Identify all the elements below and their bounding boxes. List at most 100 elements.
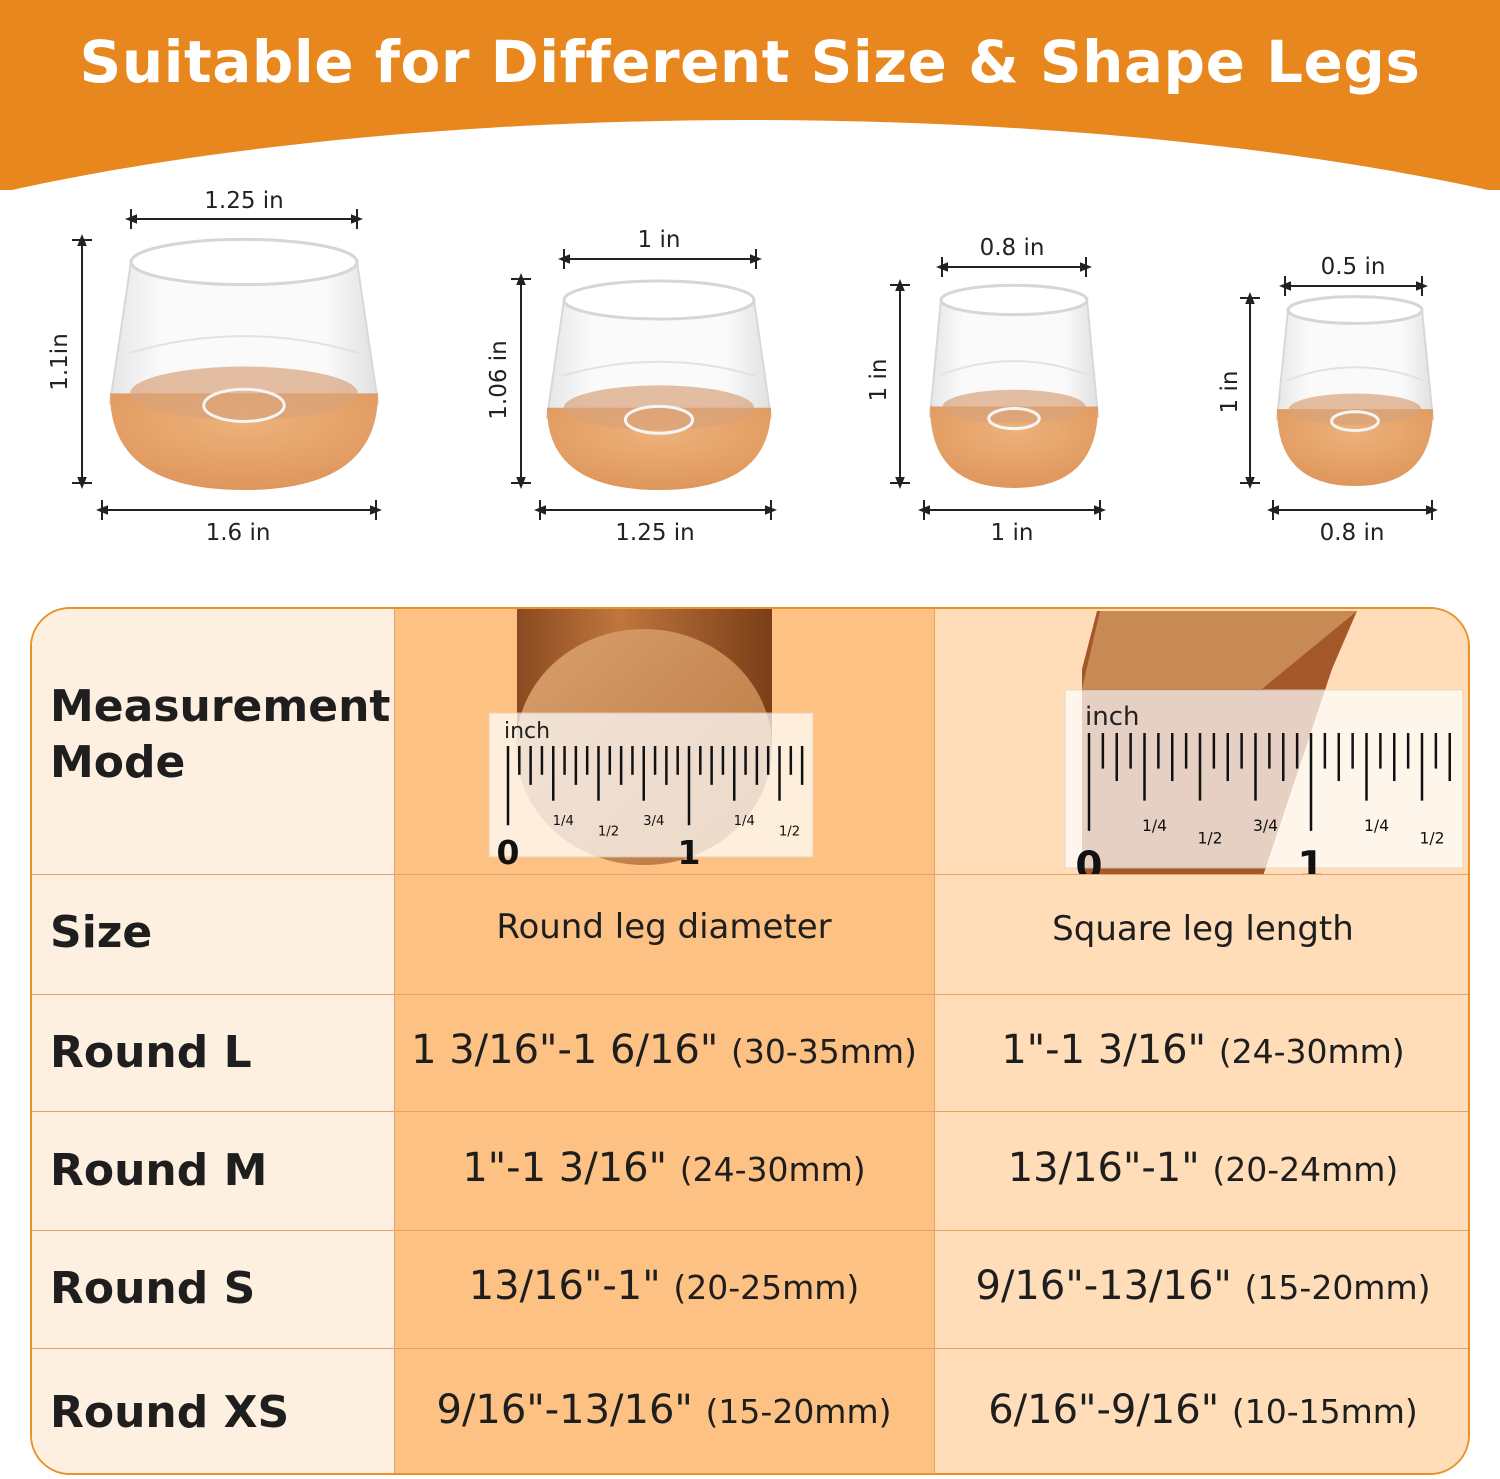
cup-cork-inner: [942, 389, 1086, 424]
ruler-label: 3/4: [643, 814, 664, 829]
measurement-mode-label: Measurement Mode: [50, 679, 390, 791]
square-inch: 1"-1 3/16": [1001, 1026, 1206, 1073]
square-leg-range: 13/16"-1" (20-24mm): [934, 1144, 1468, 1191]
cup-cork-inner: [1288, 393, 1422, 425]
cup-center-ring: [202, 387, 286, 423]
square-mm: (20-24mm): [1212, 1149, 1399, 1189]
cup-xs-bottom-dimension: 0.8 in: [1319, 520, 1385, 546]
cup-rim: [1286, 295, 1424, 325]
ruler-label: 1: [678, 833, 701, 872]
square-mm: (15-20mm): [1244, 1268, 1431, 1307]
ruler-body: [1064, 689, 1464, 869]
square-leg-header: Square leg length: [1052, 909, 1354, 949]
cup-l-height-dimension: 1.1in: [47, 333, 73, 391]
round-inch: 1 3/16"-1 6/16": [411, 1026, 719, 1073]
cup-s-top-dimension: 0.8 in: [979, 235, 1045, 261]
divider: [32, 874, 1468, 875]
round-leg-range: 9/16"-13/16" (15-20mm): [394, 1387, 934, 1433]
cup-center-ring: [1330, 410, 1380, 432]
square-inch: 6/16"-9/16": [988, 1386, 1220, 1433]
square-leg-top: [1082, 611, 1357, 689]
square-leg-range: 1"-1 3/16" (24-30mm): [934, 1026, 1468, 1073]
cup-cork-base: [547, 407, 771, 490]
header-banner: Suitable for Different Size & Shape Legs: [0, 0, 1500, 190]
cup-m-height-dimension: 1.06 in: [486, 340, 512, 420]
size-name: Round S: [50, 1263, 256, 1314]
ruler-label: 0: [497, 833, 520, 872]
square-leg-ruler: inch 0 1/4 1/2 3/4 1 1/4 1/2: [1064, 689, 1464, 874]
round-mm: (15-20mm): [705, 1391, 892, 1431]
size-name: Round M: [50, 1144, 268, 1196]
ruler-label: 1/4: [1142, 817, 1167, 835]
cup-inner-line: [128, 335, 360, 355]
square-leg-range: 6/16"-9/16" (10-15mm): [934, 1386, 1468, 1433]
square-inch: 9/16"-13/16": [975, 1263, 1232, 1309]
label-column: [32, 609, 394, 1473]
round-inch: 13/16"-1": [468, 1263, 661, 1309]
cup-cork-base: [1277, 409, 1433, 486]
cups-drawing: [72, 209, 1438, 520]
cup-xs-top-dimension: 0.5 in: [1320, 254, 1386, 280]
round-leg-range: 1"-1 3/16" (24-30mm): [394, 1145, 934, 1191]
ruler-unit-label: inch: [504, 719, 550, 744]
divider: [32, 1230, 1468, 1231]
square-leg-range: 9/16"-13/16" (15-20mm): [934, 1263, 1468, 1309]
cup-inner-line: [561, 360, 757, 377]
square-inch: 13/16"-1": [1007, 1144, 1200, 1191]
round-mm: (20-25mm): [673, 1268, 860, 1307]
measurement-label-line1: Measurement: [50, 681, 391, 732]
cup-m-bottom-dimension: 1.25 in: [615, 520, 695, 546]
measurement-label-line2: Mode: [50, 737, 186, 788]
square-mm: (24-30mm): [1218, 1031, 1405, 1071]
cup-size-diagram: 1.25 in 1.1in 1.6 in 1 in 1.06 in 1.25 i…: [0, 0, 1500, 580]
cup-l-bottom-dimension: 1.6 in: [205, 520, 271, 546]
size-name: Round XS: [50, 1386, 290, 1438]
cup-icon: [545, 279, 773, 490]
cup-rim: [939, 283, 1089, 317]
round-leg-ruler: inch 0 1/4 1/2 3/4 1 1/4 1/2: [488, 712, 814, 872]
divider: [32, 994, 1468, 995]
round-leg-range: 13/16"-1" (20-25mm): [394, 1263, 934, 1309]
cup-s-height-dimension: 1 in: [866, 358, 892, 402]
measurement-illustrations: inch 0 1/4 1/2 3/4 1 1/4 1/2 inch 0 1/4 1/2 3/4 1 1/4 1…: [488, 609, 1464, 874]
ruler-label: 1/4: [734, 814, 755, 829]
square-mm: (10-15mm): [1231, 1391, 1418, 1431]
cup-s-bottom-dimension: 1 in: [990, 520, 1034, 546]
cup-cork-inner: [130, 366, 358, 421]
ruler-label: 1/2: [598, 824, 619, 839]
cup-cork-base: [110, 393, 378, 490]
cup-center-ring: [623, 404, 695, 435]
cup-rim: [129, 237, 359, 287]
round-leg-range: 1 3/16"-1 6/16" (30-35mm): [394, 1027, 934, 1073]
cup-center-ring: [987, 406, 1041, 431]
cup-l-top-dimension: 1.25 in: [204, 188, 284, 214]
ruler-body: [488, 712, 814, 858]
round-mm: (30-35mm): [731, 1031, 917, 1071]
cup-cork-base: [930, 406, 1098, 488]
ruler-label: 1/4: [553, 814, 574, 829]
page-title: Suitable for Different Size & Shape Legs: [79, 28, 1421, 96]
ruler-label: 1/4: [1364, 817, 1389, 835]
round-inch: 9/16"-13/16": [436, 1386, 693, 1433]
cup-icon: [108, 237, 380, 490]
round-inch: 1"-1 3/16": [462, 1144, 667, 1191]
size-label: Size: [50, 907, 153, 958]
size-name: Round L: [50, 1026, 252, 1078]
round-leg-header: Round leg diameter: [496, 907, 832, 947]
divider: [32, 1348, 1468, 1349]
divider: [394, 609, 395, 1473]
ruler-label: 1/2: [1419, 829, 1444, 847]
ruler-unit-label: inch: [1085, 702, 1139, 732]
cup-inner-line: [939, 360, 1089, 377]
ruler-label: 3/4: [1253, 817, 1278, 835]
divider: [32, 1111, 1468, 1112]
cup-xs-height-dimension: 1 in: [1217, 370, 1243, 414]
divider: [934, 609, 935, 1473]
ruler-label: 1: [1297, 844, 1324, 874]
cup-rim: [562, 279, 756, 321]
ruler-label: 1/2: [1197, 829, 1222, 847]
round-mm: (24-30mm): [679, 1149, 866, 1189]
ruler-label: 0: [1075, 844, 1102, 874]
cup-icon: [1275, 295, 1435, 486]
size-table: inch 0 1/4 1/2 3/4 1 1/4 1/2 inch 0 1/4 1/2 3/4 1 1/4 1…: [30, 607, 1470, 1475]
